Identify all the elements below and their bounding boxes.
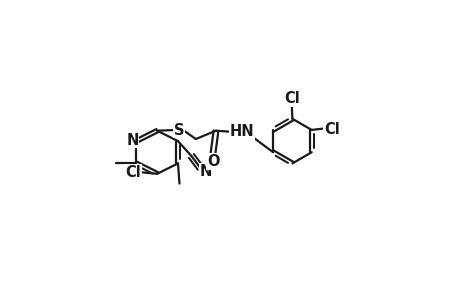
Text: Cl: Cl (323, 122, 339, 137)
Text: Cl: Cl (283, 91, 299, 106)
Text: S: S (173, 123, 184, 138)
Text: N: N (200, 164, 212, 179)
Text: HN: HN (230, 124, 254, 139)
Text: Cl: Cl (125, 165, 141, 180)
Text: N: N (126, 133, 139, 148)
Text: O: O (207, 154, 219, 169)
